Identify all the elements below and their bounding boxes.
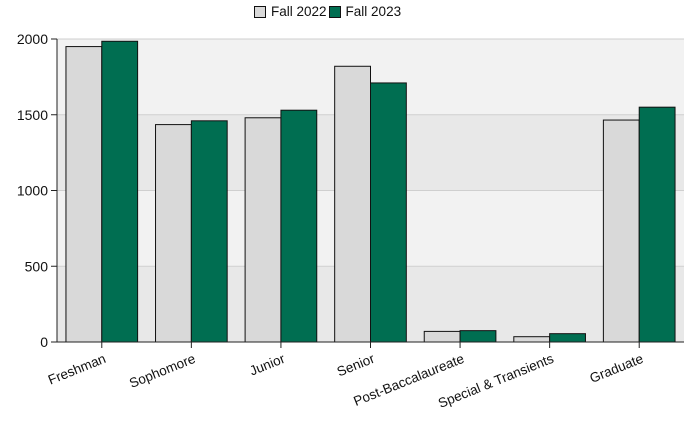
bar-fall-2023 [101,40,139,343]
bar-fall-2023 [280,109,318,343]
y-tick-label: 2000 [17,31,48,47]
bar-fall-2023 [370,82,407,343]
bar-fall-2022 [602,119,640,343]
bar-fall-2022 [423,330,461,343]
bar-fall-2022 [65,46,103,343]
legend-item-fall-2023: Fall 2023 [328,4,404,19]
bar-fall-2022 [155,124,192,343]
legend-swatch-fall-2022 [254,5,266,18]
bar-fall-2022 [513,336,551,343]
bar-fall-2023 [638,106,676,343]
y-tick-label: 500 [25,258,49,274]
x-tick-label: Sophomore [127,351,197,391]
bar-fall-2023 [190,120,228,343]
legend-swatch-fall-2023 [328,5,341,18]
bar-fall-2023 [459,330,497,343]
bar-fall-2022 [334,65,371,343]
legend-item-fall-2022: Fall 2022 [254,4,329,19]
bar-fall-2023 [549,333,586,343]
x-tick-label: Junior [247,351,287,379]
bar-fall-2022 [244,117,282,343]
legend-label-fall-2023: Fall 2023 [345,4,402,19]
y-tick-label: 1000 [17,183,48,199]
y-tick-label: 0 [40,334,48,350]
legend-label-fall-2022: Fall 2022 [271,4,327,19]
chart-legend: Fall 2022 Fall 2023 [254,4,403,19]
x-tick-label: Graduate [588,351,646,386]
y-tick-label: 1500 [17,107,48,123]
x-tick-label: Freshman [46,351,108,388]
x-tick-label: Senior [335,351,377,380]
